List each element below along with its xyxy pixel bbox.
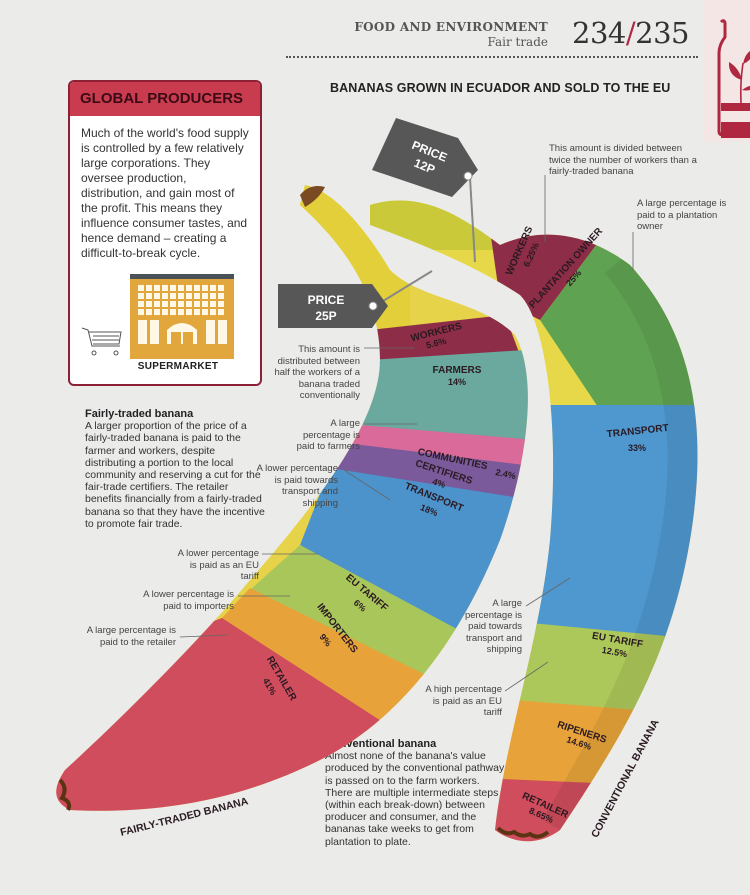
price-value-fair: 25P — [315, 309, 336, 323]
conventional-description-body: Almost none of the banana's value produc… — [325, 750, 505, 848]
page-left: 234 — [572, 16, 626, 50]
note-conv-plantation: A large percentage is paid to a plantati… — [637, 198, 727, 232]
conventional-description: Conventional banana Almost none of the b… — [325, 738, 505, 848]
section-title: FOOD AND ENVIRONMENT — [354, 20, 548, 34]
box-body: Much of the world's food supply is contr… — [81, 126, 249, 260]
shopping-cart-icon — [81, 327, 122, 356]
header-divider — [286, 56, 698, 58]
page-separator: / — [625, 16, 636, 50]
note-fair-workers: This amount is distributed between half … — [274, 344, 360, 401]
page-numbers: 234/235 — [572, 16, 689, 50]
note-conv-transport: A large percentage is paid towards trans… — [464, 598, 522, 655]
note-fair-eu-tariff: A lower percentage is paid as an EU tari… — [177, 548, 259, 582]
price-label-fair: PRICE — [308, 293, 345, 307]
fair-trade-description: Fairly-traded banana A larger proportion… — [85, 408, 265, 530]
fair-communities-value: 2.4% — [495, 467, 517, 481]
chart-title: BANANAS GROWN IN ECUADOR AND SOLD TO THE… — [330, 81, 671, 95]
global-producers-box: GLOBAL PRODUCERS Much of the world's foo… — [68, 80, 262, 386]
price-tag-conventional: PRICE 12P — [372, 118, 478, 263]
note-fair-importers: A lower percentage is paid to importers — [143, 589, 234, 612]
note-conv-eu-tariff: A high percentage is paid as an EU tarif… — [425, 684, 502, 718]
conv-eu-tariff-value: 12.5% — [601, 645, 628, 659]
page-right: 235 — [635, 16, 689, 50]
fair-certifiers-value: 4% — [431, 476, 446, 490]
conventional-description-title: Conventional banana — [325, 738, 437, 750]
fair-trade-banana — [56, 185, 528, 811]
box-title: GLOBAL PRODUCERS — [70, 82, 260, 116]
supermarket-icon — [81, 274, 234, 359]
annotation-leader-lines — [179, 175, 634, 692]
corner-tab — [704, 0, 750, 142]
fair-trade-description-body: A larger proportion of the price of a fa… — [85, 420, 265, 530]
fair-farmers-value: 14% — [448, 377, 466, 387]
section-header: FOOD AND ENVIRONMENT Fair trade — [354, 20, 548, 49]
note-fair-transport: A lower percentage is paid towards trans… — [256, 463, 338, 509]
fair-trade-description-title: Fairly-traded banana — [85, 408, 194, 420]
note-conv-workers: This amount is divided between twice the… — [549, 143, 697, 177]
price-tag-fair: PRICE 25P — [278, 270, 433, 328]
fair-farmers-label: FARMERS — [433, 365, 482, 376]
section-subtitle: Fair trade — [487, 35, 548, 49]
note-fair-farmers: A large percentage is paid to farmers — [296, 418, 360, 452]
fair-workers-value: 5.6% — [425, 336, 447, 351]
supermarket-label: SUPERMARKET — [137, 361, 219, 372]
plant-jar-icon — [717, 19, 750, 138]
conv-transport-value: 33% — [628, 443, 646, 453]
note-fair-retailer: A large percentage is paid to the retail… — [86, 625, 176, 648]
